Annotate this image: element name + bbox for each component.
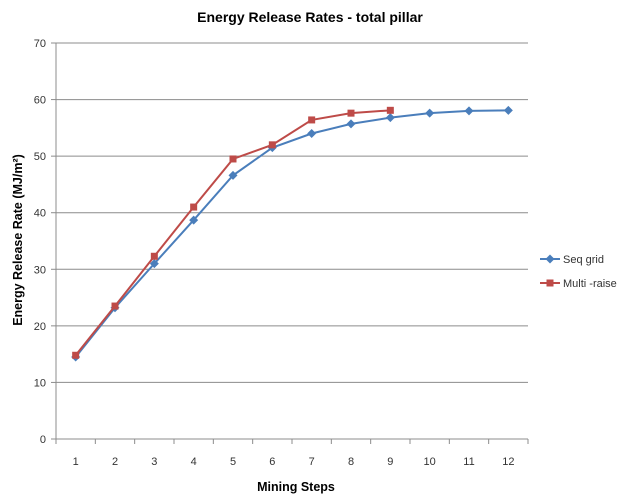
x-tick-label: 4 — [191, 456, 197, 468]
y-axis-ticks: 0 10 20 30 40 50 60 70 — [34, 38, 56, 446]
y-tick-label: 40 — [34, 208, 46, 220]
legend-swatch-marker — [547, 280, 554, 287]
series-1 — [71, 106, 513, 362]
data-point — [348, 110, 355, 117]
legend: Seq grid Multi -raise — [540, 254, 617, 290]
x-axis-title: Mining Steps — [257, 480, 335, 494]
legend-label: Multi -raise — [563, 278, 617, 290]
data-point — [190, 204, 197, 211]
x-tick-label: 12 — [502, 456, 514, 468]
x-tick-label: 8 — [348, 456, 354, 468]
data-point — [387, 107, 394, 114]
data-point — [504, 106, 513, 115]
y-tick-label: 10 — [34, 377, 46, 389]
x-tick-label: 7 — [309, 456, 315, 468]
legend-swatch-marker — [546, 255, 555, 264]
data-point — [308, 116, 315, 123]
data-point — [307, 129, 316, 138]
data-point — [230, 155, 237, 162]
y-tick-label: 60 — [34, 95, 46, 107]
chart-title: Energy Release Rates - total pillar — [197, 9, 423, 25]
y-tick-label: 70 — [34, 38, 46, 50]
x-tick-label: 6 — [269, 456, 275, 468]
y-tick-label: 30 — [34, 264, 46, 276]
data-point — [347, 119, 356, 128]
series-line — [76, 110, 391, 355]
data-point — [386, 113, 395, 122]
x-tick-label: 1 — [73, 456, 79, 468]
data-point — [112, 303, 119, 310]
data-point — [465, 106, 474, 115]
legend-label: Seq grid — [563, 254, 604, 266]
data-point — [72, 352, 79, 359]
series-2 — [72, 107, 394, 359]
y-axis-title: Energy Release Rate (MJ/m²) — [11, 154, 25, 326]
x-axis-ticks: 1 2 3 4 5 6 7 8 9 10 11 12 — [56, 439, 528, 468]
series-line — [76, 110, 509, 357]
y-tick-label: 20 — [34, 321, 46, 333]
series-group — [71, 106, 513, 362]
legend-item: Multi -raise — [540, 278, 617, 290]
legend-item: Seq grid — [540, 254, 604, 266]
x-tick-label: 11 — [463, 456, 474, 468]
y-tick-label: 50 — [34, 151, 46, 163]
x-tick-label: 3 — [151, 456, 157, 468]
data-point — [151, 253, 158, 260]
x-tick-label: 10 — [424, 456, 436, 468]
x-tick-label: 5 — [230, 456, 236, 468]
data-point — [269, 141, 276, 148]
x-tick-label: 2 — [112, 456, 118, 468]
x-tick-label: 9 — [387, 456, 393, 468]
data-point — [425, 109, 434, 118]
gridlines — [56, 43, 528, 382]
y-tick-label: 0 — [40, 434, 46, 446]
